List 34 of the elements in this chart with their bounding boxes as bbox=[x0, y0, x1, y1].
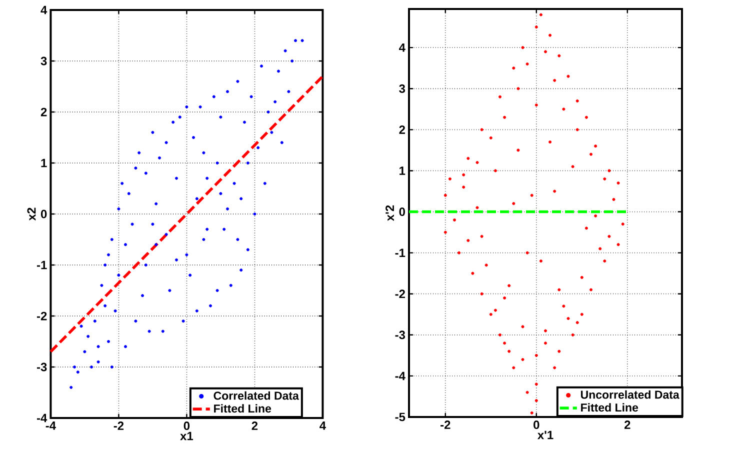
y-tick-label: 3 bbox=[40, 56, 47, 66]
y-tick-label: -3 bbox=[36, 362, 47, 372]
y-tick-label: -1 bbox=[395, 248, 406, 257]
y-tick-label: -4 bbox=[36, 414, 48, 422]
y-tick-label: -5 bbox=[395, 412, 406, 422]
y-tick-label: 1 bbox=[400, 166, 406, 175]
y-tick-label: -2 bbox=[395, 290, 405, 298]
x-tick-label: 0 bbox=[184, 422, 190, 430]
y-tick-label: 2 bbox=[399, 125, 405, 134]
y-tick-label: -2 bbox=[36, 312, 47, 320]
y-tick-label: 2 bbox=[40, 108, 47, 116]
x-tick-label: 4 bbox=[320, 422, 326, 430]
y-tick-label: 0 bbox=[399, 208, 405, 216]
y-tick-label: -4 bbox=[395, 372, 406, 380]
legend-label: Correlated Data bbox=[214, 391, 299, 400]
y-axis-title: x2 bbox=[27, 208, 36, 221]
x-tick-label: 0 bbox=[534, 420, 540, 430]
y-tick-label: -3 bbox=[395, 330, 406, 340]
y-tick-label: 1 bbox=[41, 158, 47, 168]
legend-label: Uncorrelated Data bbox=[580, 390, 680, 399]
y-axis-title: x'2 bbox=[386, 205, 394, 222]
x-tick-label: 2 bbox=[252, 422, 258, 430]
y-tick-label: 0 bbox=[40, 210, 47, 218]
x-tick-label: -2 bbox=[114, 422, 124, 430]
y-tick-label: 4 bbox=[40, 6, 48, 14]
legend-label: Fitted Line bbox=[214, 404, 272, 413]
x-tick-label: -2 bbox=[440, 420, 450, 429]
x-axis-title: x'1 bbox=[537, 430, 554, 440]
x-tick-label: 2 bbox=[624, 420, 630, 429]
y-tick-label: 4 bbox=[398, 43, 406, 52]
x-axis-title: x1 bbox=[180, 432, 194, 440]
y-tick-label: -1 bbox=[36, 260, 47, 270]
y-tick-label: 3 bbox=[399, 84, 406, 93]
legend-label: Fitted Line bbox=[581, 403, 638, 412]
